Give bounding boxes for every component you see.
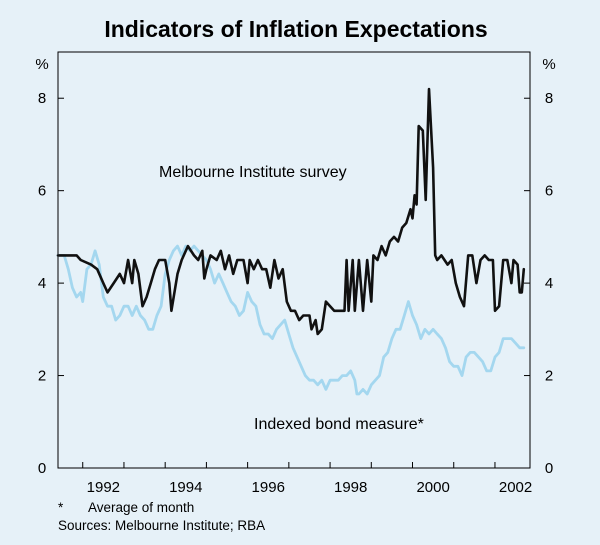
chart-title: Indicators of Inflation Expectations [104, 16, 487, 42]
y-tick-right-0: 0 [545, 460, 553, 477]
y-tick-left-4: 4 [38, 275, 46, 292]
y-tick-right-6: 6 [545, 183, 553, 200]
y-tick-left-6: 6 [38, 183, 46, 200]
series-layer [56, 87, 526, 396]
x-tick-label-2002: 2002 [499, 479, 532, 496]
y-tick-left-8: 8 [38, 90, 46, 107]
y-tick-right-8: 8 [545, 90, 553, 107]
x-axis: 1992 1994 1996 1998 2000 2002 [82, 462, 532, 496]
footnote-asterisk: * [58, 500, 64, 515]
y-tick-right-4: 4 [545, 275, 553, 292]
y-tick-left-0: 0 [38, 460, 46, 477]
y-axis-right: 0 2 4 6 8 [524, 90, 553, 477]
series-line-indexed-bond [56, 244, 526, 396]
x-tick-label-2000: 2000 [416, 479, 449, 496]
x-tick-label-1998: 1998 [334, 479, 367, 496]
y-unit-left: % [35, 56, 48, 73]
footnote-sources: Sources: Melbourne Institute; RBA [58, 518, 265, 533]
y-tick-right-2: 2 [545, 368, 553, 385]
x-tick-label-1996: 1996 [252, 479, 285, 496]
series-label-indexed-bond: Indexed bond measure* [254, 416, 424, 433]
y-axis-left: 0 2 4 6 8 [38, 90, 64, 477]
plot-area [57, 51, 531, 469]
x-tick-label-1992: 1992 [87, 479, 120, 496]
footnote-note: Average of month [88, 500, 194, 515]
y-tick-left-2: 2 [38, 368, 46, 385]
y-unit-right: % [542, 56, 555, 73]
series-line-melbourne-institute [56, 87, 526, 336]
series-label-melbourne: Melbourne Institute survey [159, 164, 347, 181]
x-tick-label-1994: 1994 [169, 479, 202, 496]
